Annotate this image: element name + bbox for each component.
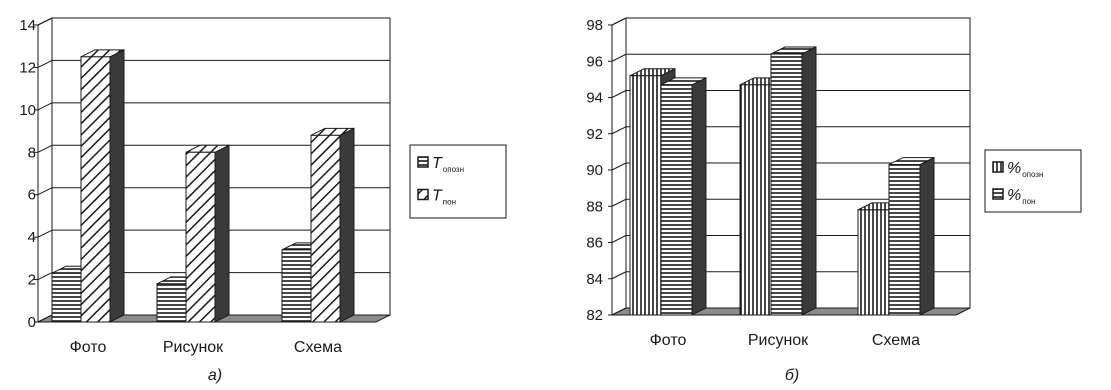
bar-front — [310, 134, 341, 323]
bar-side — [801, 46, 817, 316]
side-gridline — [611, 90, 627, 98]
side-gridline — [611, 126, 627, 135]
legend: Tопозн Tпон — [409, 144, 507, 219]
y-tick-label: 12 — [19, 59, 36, 76]
chart-2: 82 84 86 88 90 92 94 96 98 Фото Рисунок Схема %опозн… — [586, 17, 1082, 384]
legend-label: Tпон — [432, 188, 456, 207]
y-tick-label: 94 — [586, 90, 603, 107]
side-gridline — [611, 235, 627, 243]
bar-series-2 — [310, 127, 355, 323]
y-tick-label: 92 — [586, 126, 603, 143]
bar-series-2 — [185, 144, 230, 323]
x-tick-label: Фото — [70, 339, 107, 356]
side-gridline — [37, 229, 53, 238]
y-tick-label: 8 — [28, 144, 36, 161]
side-gridline — [611, 271, 627, 280]
legend-swatch — [992, 161, 1004, 173]
bar-front — [857, 209, 890, 316]
x-tick-label: Схема — [872, 332, 920, 349]
x-tick-label: Рисунок — [163, 339, 224, 356]
side-gridline — [37, 17, 53, 26]
bar-front — [185, 151, 216, 323]
side-gridline — [611, 198, 627, 207]
side-gridline — [37, 59, 53, 68]
side-gridline — [37, 102, 53, 111]
y-tick-label: 84 — [586, 271, 603, 288]
bar-front — [888, 164, 921, 316]
side-gridline — [611, 17, 627, 26]
bar-front — [80, 56, 111, 323]
bar-series-2 — [660, 77, 707, 316]
legend-box — [409, 144, 507, 219]
bar-front — [770, 53, 803, 316]
y-tick-label: 98 — [586, 17, 603, 34]
bar-side — [691, 77, 707, 316]
x-tick-label: Рисунок — [748, 332, 809, 349]
legend-swatch — [992, 188, 1004, 200]
bar-front — [660, 84, 693, 316]
chart-1: 0 2 4 6 8 10 12 14 Фото Рисунок Схема Tопозн Tпон а) — [19, 17, 507, 384]
side-gridline — [37, 272, 53, 281]
side-gridline — [611, 53, 627, 62]
bar-front — [51, 272, 82, 323]
y-tick-label: 14 — [19, 17, 36, 34]
chart-caption: а) — [208, 367, 222, 384]
legend-swatch — [417, 156, 429, 168]
x-tick-label: Схема — [294, 339, 342, 356]
y-tick-label: 86 — [586, 235, 603, 252]
bar-side — [919, 156, 935, 316]
y-tick-label: 6 — [28, 187, 36, 204]
side-gridline — [37, 144, 53, 153]
legend-label: %пон — [1007, 187, 1035, 206]
y-tick-label: 88 — [586, 198, 603, 215]
y-tick-label: 10 — [19, 102, 36, 119]
chart-caption: б) — [785, 367, 799, 384]
legend-label: %опозн — [1007, 160, 1043, 179]
y-tick-label: 82 — [586, 307, 603, 324]
y-tick-label: 4 — [28, 229, 36, 246]
y-tick-label: 90 — [586, 162, 603, 179]
legend-swatch — [417, 188, 429, 201]
x-tick-label: Фото — [650, 332, 687, 349]
bar-series-2 — [770, 46, 817, 316]
bar-side — [109, 49, 125, 323]
bar-side — [339, 127, 355, 323]
bar-front — [156, 283, 187, 323]
y-tick-label: 0 — [28, 314, 36, 331]
legend-label: Tопозн — [432, 155, 464, 174]
bar-series-2 — [888, 156, 935, 316]
bar-front — [281, 249, 312, 323]
legend-box — [984, 149, 1082, 213]
y-tick-label: 2 — [28, 272, 36, 289]
bar-front — [739, 84, 772, 316]
y-tick-label: 96 — [586, 53, 603, 70]
legend: %опозн %пон — [984, 149, 1082, 213]
side-gridline — [37, 187, 53, 196]
bar-series-2 — [80, 49, 125, 323]
bar-side — [214, 144, 230, 323]
side-gridline — [611, 162, 627, 171]
bar-front — [629, 75, 662, 316]
